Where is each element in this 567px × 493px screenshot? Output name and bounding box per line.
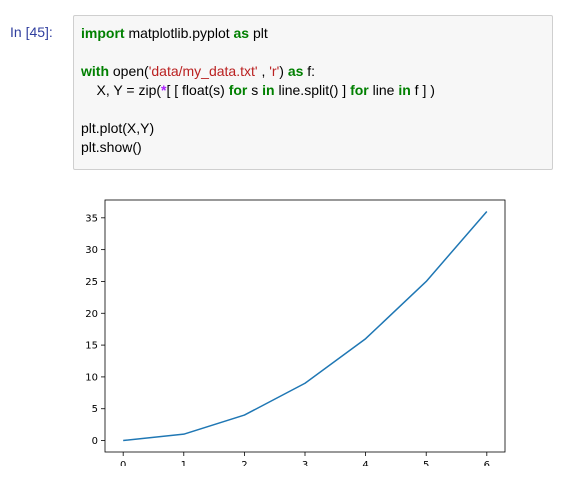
- keyword-as: as: [287, 63, 304, 79]
- x-tick-label: 4: [362, 460, 368, 466]
- code-text: open(: [109, 63, 149, 79]
- x-tick-label: 0: [120, 460, 126, 466]
- code-text: ): [279, 63, 288, 79]
- x-tick-label: 1: [181, 460, 187, 466]
- keyword-for: for: [350, 82, 369, 98]
- code-text: line.split() ]: [274, 82, 351, 98]
- cell-prompt: In [45]:: [10, 24, 53, 40]
- keyword-as: as: [233, 25, 250, 41]
- string-literal: 'r': [269, 63, 280, 79]
- y-tick-label: 5: [92, 404, 98, 415]
- code-line-2: with open('data/my_data.txt' , 'r') as f…: [81, 62, 545, 81]
- code-line-blank: [81, 43, 545, 62]
- y-tick-label: 30: [85, 245, 98, 256]
- y-tick-label: 0: [92, 436, 98, 447]
- code-text: line: [368, 82, 399, 98]
- y-tick-label: 25: [85, 277, 98, 288]
- string-literal: 'data/my_data.txt': [148, 63, 258, 79]
- y-tick-label: 35: [85, 213, 98, 224]
- keyword-in: in: [398, 82, 411, 98]
- code-text: s: [247, 82, 263, 98]
- keyword-with: with: [81, 63, 109, 79]
- x-tick-label: 5: [423, 460, 429, 466]
- plot-frame: [104, 199, 506, 453]
- code-text: [ [ float(s): [166, 82, 229, 98]
- y-tick-label: 15: [85, 341, 98, 352]
- keyword-for: for: [228, 82, 248, 98]
- code-line-5: plt.show(): [81, 139, 142, 155]
- y-tick-label: 20: [85, 309, 98, 320]
- code-cell-input[interactable]: import matplotlib.pyplot as plt with ope…: [73, 15, 553, 170]
- y-tick-label: 10: [85, 372, 98, 383]
- x-tick-label: 3: [302, 460, 308, 466]
- code-text: matplotlib.pyplot: [124, 25, 234, 41]
- keyword-import: import: [81, 25, 125, 41]
- code-line-3: X, Y = zip(*[ [ float(s) for s in line.s…: [81, 81, 545, 100]
- code-text: X, Y = zip(: [81, 82, 162, 98]
- cell-output: 0 1 2 3 4 5 6 0 5 10 15 20 25 30 35: [73, 186, 533, 471]
- series-line: [123, 210, 488, 442]
- x-tick-label: 6: [484, 460, 490, 466]
- keyword-in: in: [262, 82, 275, 98]
- code-line-blank: [81, 100, 545, 119]
- code-text: f:: [303, 63, 316, 79]
- code-text: f ] ): [410, 82, 435, 98]
- line-chart: 0 1 2 3 4 5 6 0 5 10 15 20 25 30 35: [85, 199, 506, 471]
- operator-star: *: [161, 82, 167, 98]
- code-text: ,: [257, 63, 270, 79]
- code-line-4: plt.plot(X,Y): [81, 120, 155, 136]
- code-text: plt: [249, 25, 268, 41]
- code-line-1: import matplotlib.pyplot as plt: [81, 24, 545, 43]
- x-tick-label: 2: [241, 460, 247, 466]
